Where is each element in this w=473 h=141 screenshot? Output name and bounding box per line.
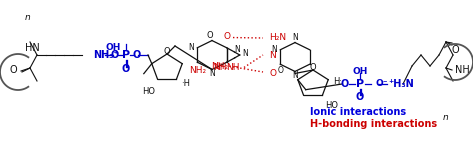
- Text: N: N: [243, 49, 248, 59]
- Text: O: O: [122, 64, 130, 74]
- Text: n: n: [25, 14, 31, 23]
- Text: HO: HO: [325, 101, 338, 110]
- Text: N: N: [292, 71, 298, 80]
- Text: NH: NH: [226, 63, 239, 72]
- Text: O: O: [207, 31, 213, 40]
- Text: O: O: [451, 45, 459, 55]
- Text: H₂N: H₂N: [269, 32, 286, 41]
- Text: O: O: [164, 47, 170, 56]
- Text: NH: NH: [455, 65, 470, 75]
- Text: n: n: [443, 114, 449, 123]
- Text: N: N: [269, 50, 276, 60]
- Text: O: O: [356, 92, 364, 102]
- Text: P: P: [122, 50, 130, 60]
- Text: ⁺H₃N: ⁺H₃N: [388, 79, 414, 89]
- Text: O: O: [224, 32, 230, 41]
- Text: N: N: [234, 45, 239, 54]
- Text: Ionic interactions: Ionic interactions: [310, 107, 406, 117]
- Text: O: O: [277, 66, 283, 75]
- Text: NH: NH: [213, 63, 227, 72]
- Text: OH: OH: [352, 67, 368, 75]
- Text: NH₂: NH₂: [211, 62, 228, 71]
- Text: N: N: [292, 33, 298, 42]
- Text: O⁻: O⁻: [375, 80, 387, 89]
- Text: O: O: [9, 65, 17, 75]
- Text: O: O: [341, 79, 349, 89]
- Text: HO: HO: [142, 87, 156, 96]
- Text: NH₃⁺: NH₃⁺: [93, 50, 119, 60]
- Text: N: N: [272, 45, 277, 54]
- Text: N: N: [209, 69, 215, 78]
- Text: NH₂: NH₂: [189, 66, 206, 75]
- Text: H-bonding interactions: H-bonding interactions: [310, 119, 437, 129]
- Text: HN: HN: [25, 43, 40, 53]
- Text: O: O: [269, 69, 276, 78]
- Text: H·: H·: [333, 77, 342, 86]
- Text: O: O: [111, 50, 119, 60]
- Text: OH: OH: [105, 42, 121, 51]
- Text: O: O: [310, 62, 316, 71]
- Text: P: P: [356, 79, 364, 89]
- Text: N: N: [189, 43, 194, 52]
- Text: ·H: ·H: [182, 79, 191, 88]
- Text: O: O: [133, 50, 141, 60]
